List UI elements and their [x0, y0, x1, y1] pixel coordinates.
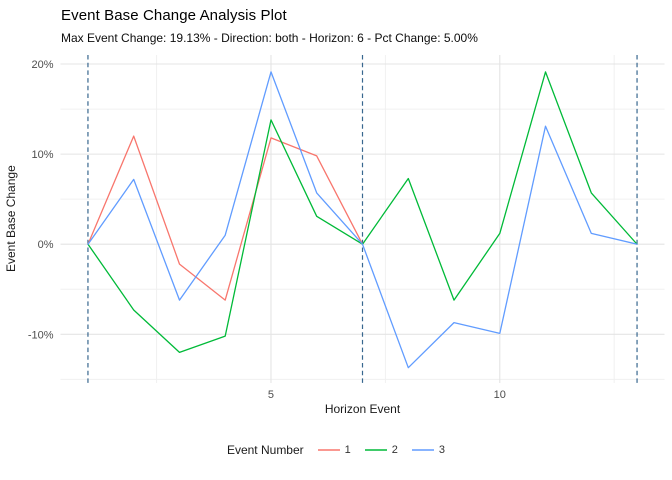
chart-title: Event Base Change Analysis Plot: [61, 7, 287, 24]
y-tick-label: 0%: [38, 239, 54, 251]
y-axis-title: Event Base Change: [4, 165, 18, 273]
legend: Event Number 1 2 3: [0, 436, 672, 464]
x-tick-label: 5: [268, 389, 274, 401]
legend-items: 1 2 3: [317, 443, 446, 457]
y-tick-label: 20%: [31, 59, 53, 71]
legend-item-2: 2: [364, 443, 398, 457]
legend-item-label: 2: [391, 444, 398, 456]
legend-key-line: [364, 449, 387, 451]
x-axis-title: Horizon Event: [324, 402, 401, 416]
legend-key-line: [411, 449, 434, 451]
legend-item-3: 3: [411, 443, 446, 457]
legend-item-label: 3: [438, 444, 446, 456]
chart-subtitle: Max Event Change: 19.13% - Direction: bo…: [61, 31, 478, 45]
legend-item-label: 1: [344, 444, 351, 456]
legend-item-1: 1: [317, 443, 351, 457]
series-line-1: [87, 135, 364, 301]
series-line-3: [87, 71, 638, 369]
x-tick-label: 10: [494, 389, 506, 401]
y-tick-label: 10%: [31, 149, 53, 161]
legend-title: Event Number: [226, 443, 304, 457]
y-tick-label: -10%: [28, 329, 54, 341]
legend-key-line: [317, 449, 340, 451]
